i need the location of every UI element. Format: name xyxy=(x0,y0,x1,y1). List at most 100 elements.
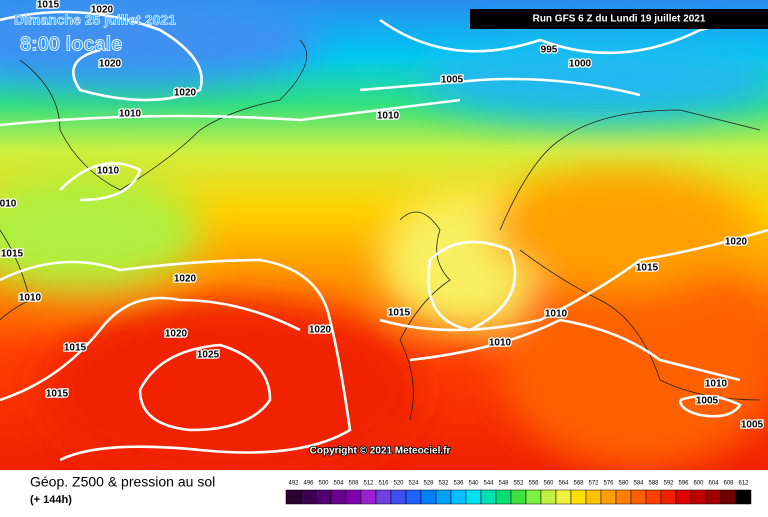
isobar-label: 1000 xyxy=(569,59,592,70)
legend-level: 492 xyxy=(288,481,299,487)
isobar-label: 1005 xyxy=(441,75,464,86)
isobar-label: 1010 xyxy=(489,338,512,349)
legend-level: 552 xyxy=(513,481,524,487)
legend-level: 564 xyxy=(558,481,569,487)
isobar-label: 1020 xyxy=(174,274,197,285)
legend-level: 588 xyxy=(648,481,659,487)
legend-swatch xyxy=(510,489,527,505)
legend-swatch xyxy=(330,489,347,505)
isobar-label: 1015 xyxy=(64,343,87,354)
isobar-label: 1010 xyxy=(377,111,400,122)
isobar-label: 1020 xyxy=(309,325,332,336)
run-banner xyxy=(470,9,768,29)
legend-level: 524 xyxy=(408,481,419,487)
legend-swatch xyxy=(390,489,407,505)
isobar-label: 1010 xyxy=(97,166,120,177)
legend-level: 508 xyxy=(348,481,359,487)
legend-level: 560 xyxy=(543,481,554,487)
legend-swatch xyxy=(525,489,542,505)
legend-swatch xyxy=(540,489,557,505)
legend-level: 504 xyxy=(333,481,344,487)
isobar-label: 1005 xyxy=(696,396,719,407)
footer-title: Géop. Z500 & pression au sol xyxy=(30,474,215,490)
legend-swatch xyxy=(690,489,707,505)
run-info: Run GFS 6 Z du Lundi 19 juillet 2021 xyxy=(533,14,706,25)
legend-level: 548 xyxy=(498,481,509,487)
legend-level: 556 xyxy=(528,481,539,487)
legend-swatch xyxy=(570,489,587,505)
isobar-label: 1020 xyxy=(174,88,197,99)
copyright: Copyright © 2021 Meteociel.fr xyxy=(310,446,451,457)
legend-swatch xyxy=(630,489,647,505)
legend-level: 584 xyxy=(633,481,644,487)
legend-swatch xyxy=(375,489,392,505)
isobar-label: 1010 xyxy=(119,109,142,120)
isobar-label: 1025 xyxy=(197,350,220,361)
legend-level: 516 xyxy=(378,481,389,487)
isobar-label: 1005 xyxy=(741,420,764,431)
forecast-time: 8:00 locale xyxy=(20,33,122,55)
legend-level: 580 xyxy=(618,481,629,487)
isobar-label: 1020 xyxy=(91,5,114,16)
legend-swatch xyxy=(450,489,467,505)
legend-swatch xyxy=(285,489,302,505)
isobar-label: 1020 xyxy=(165,329,188,340)
legend-level: 576 xyxy=(603,481,614,487)
legend-swatch xyxy=(345,489,362,505)
legend-level: 512 xyxy=(363,481,374,487)
legend-level: 540 xyxy=(468,481,479,487)
footer-lead: (+ 144h) xyxy=(30,494,72,506)
legend-level: 568 xyxy=(573,481,584,487)
isobar-label: 1010 xyxy=(545,309,568,320)
isobar-labels: 1015 1020 1020 1020 1010 1010 010 1015 1010 1020 1… xyxy=(0,0,765,432)
isobar-label: 1010 xyxy=(705,379,728,390)
legend-swatch xyxy=(405,489,422,505)
legend-level: 572 xyxy=(588,481,599,487)
legend-level: 596 xyxy=(678,481,689,487)
isobar-label: 1015 xyxy=(636,263,659,274)
legend-swatch xyxy=(465,489,482,505)
legend-swatch xyxy=(300,489,317,505)
legend-swatch xyxy=(420,489,437,505)
isobar-label: 010 xyxy=(0,199,17,210)
legend-swatch xyxy=(705,489,722,505)
legend-swatch xyxy=(660,489,677,505)
legend-swatch xyxy=(615,489,632,505)
isobar-label: 1010 xyxy=(19,293,42,304)
legend-swatch xyxy=(315,489,332,505)
color-legend: 492 496 500 504 508 512 516 520 524 528 532 536 540 5… xyxy=(285,481,752,505)
isobar-label: 1015 xyxy=(388,308,411,319)
legend-swatch xyxy=(675,489,692,505)
legend-level: 608 xyxy=(723,481,734,487)
legend-swatch xyxy=(585,489,602,505)
isobar-label: 995 xyxy=(541,45,558,56)
legend-level: 536 xyxy=(453,481,464,487)
legend-swatch xyxy=(495,489,512,505)
legend-level: 544 xyxy=(483,481,494,487)
legend-level: 592 xyxy=(663,481,674,487)
legend-swatch xyxy=(360,489,377,505)
isobar-label: 1015 xyxy=(46,389,69,400)
isobar-label: 1020 xyxy=(725,237,748,248)
forecast-date: Dimanche 25 juillet 2021 xyxy=(14,12,176,28)
isobar-label: 1015 xyxy=(1,249,24,260)
legend-swatch xyxy=(435,489,452,505)
legend-swatch xyxy=(555,489,572,505)
legend-level: 520 xyxy=(393,481,404,487)
legend-level: 532 xyxy=(438,481,449,487)
isobar-label: 1020 xyxy=(99,59,122,70)
map-area xyxy=(0,0,768,470)
legend-level: 604 xyxy=(708,481,719,487)
legend-swatch xyxy=(645,489,662,505)
legend-level: 612 xyxy=(738,481,749,487)
isobar-label: 1015 xyxy=(37,0,60,11)
legend-level: 528 xyxy=(423,481,434,487)
legend-level: 600 xyxy=(693,481,704,487)
legend-swatch xyxy=(480,489,497,505)
legend-swatch xyxy=(600,489,617,505)
legend-swatch xyxy=(735,489,752,505)
legend-level: 500 xyxy=(318,481,329,487)
legend-level: 496 xyxy=(303,481,314,487)
legend-swatch xyxy=(720,489,737,505)
